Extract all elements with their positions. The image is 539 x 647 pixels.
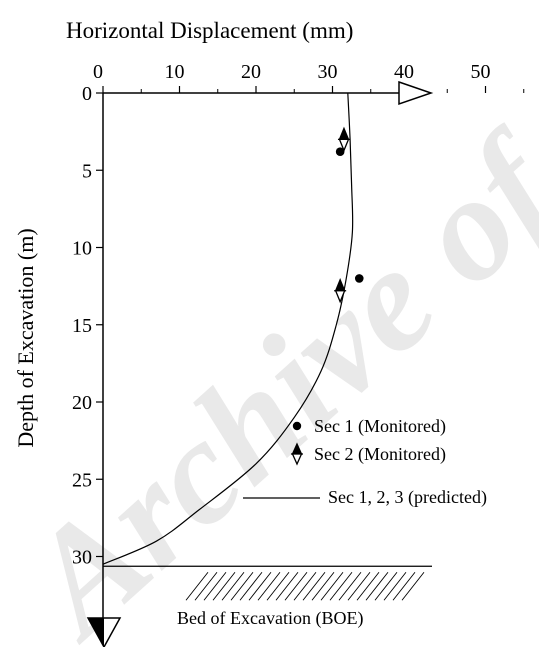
y-tick-label: 5 bbox=[82, 160, 92, 182]
hatch-line bbox=[257, 571, 281, 601]
x-tick-label: 40 bbox=[394, 61, 414, 83]
y-tick-label: 25 bbox=[72, 469, 92, 491]
hatch-line bbox=[302, 571, 326, 601]
hatch-line bbox=[212, 571, 236, 601]
hatch-line bbox=[194, 571, 218, 601]
hatch-line bbox=[338, 571, 362, 601]
hatch-line bbox=[203, 571, 227, 601]
x-tick-group: 0 10 20 30 40 50 bbox=[93, 61, 525, 93]
hatch-line bbox=[365, 571, 389, 601]
hatch-line bbox=[275, 571, 299, 601]
legend-sec1-marker bbox=[292, 421, 302, 431]
hatch-line bbox=[248, 571, 272, 601]
hatch-line bbox=[230, 571, 254, 601]
y-tick-label: 15 bbox=[72, 315, 92, 337]
ground-hatch bbox=[185, 571, 425, 601]
y-tick-label: 20 bbox=[72, 392, 92, 414]
hatch-line bbox=[401, 571, 425, 601]
hatch-line bbox=[311, 571, 335, 601]
boe-label: Bed of Excavation (BOE) bbox=[177, 608, 363, 629]
hatch-line bbox=[320, 571, 344, 601]
y-tick-label: 30 bbox=[72, 547, 92, 569]
x-tick-label: 50 bbox=[471, 61, 491, 83]
x-tick-label: 20 bbox=[241, 61, 261, 83]
hatch-line bbox=[239, 571, 263, 601]
hatch-line bbox=[329, 571, 353, 601]
predicted-curve bbox=[102, 92, 354, 565]
hatch-line bbox=[374, 571, 398, 601]
legend-sec2-label: Sec 2 (Monitored) bbox=[314, 444, 446, 465]
x-axis-arrow-head bbox=[398, 80, 434, 106]
x-tick-label: 30 bbox=[318, 61, 338, 83]
legend-sec1-label: Sec 1 (Monitored) bbox=[314, 416, 446, 437]
hatch-line bbox=[383, 571, 407, 601]
data-markers bbox=[334, 126, 364, 304]
sec2-point bbox=[337, 126, 350, 153]
y-axis-arrow-head-fill bbox=[88, 618, 104, 647]
hatch-line bbox=[185, 571, 209, 601]
y-tick-label: 10 bbox=[72, 238, 92, 260]
legend-sec2-marker bbox=[291, 442, 303, 466]
y-tick-group: 0 5 10 15 20 25 30 bbox=[72, 83, 103, 569]
hatch-line bbox=[221, 571, 245, 601]
y-axis-title: Depth of Excavation (m) bbox=[13, 228, 38, 447]
x-tick-label: 10 bbox=[165, 61, 185, 83]
sec1-point bbox=[354, 274, 364, 283]
sec1-point bbox=[335, 147, 345, 157]
hatch-line bbox=[284, 571, 308, 601]
hatch-line bbox=[266, 571, 290, 601]
hatch-line bbox=[293, 571, 317, 601]
y-tick-label: 0 bbox=[82, 83, 92, 105]
x-tick-label: 0 bbox=[93, 61, 103, 83]
axes bbox=[102, 92, 432, 620]
hatch-line bbox=[347, 571, 371, 601]
legend-predicted-label: Sec 1, 2, 3 (predicted) bbox=[328, 487, 487, 508]
legend: Sec 1 (Monitored) Sec 2 (Monitored) Sec … bbox=[243, 416, 487, 508]
hatch-line bbox=[356, 571, 380, 601]
sec2-point bbox=[334, 278, 347, 304]
x-axis-title: Horizontal Displacement (mm) bbox=[66, 18, 353, 43]
hatch-line bbox=[392, 571, 416, 601]
